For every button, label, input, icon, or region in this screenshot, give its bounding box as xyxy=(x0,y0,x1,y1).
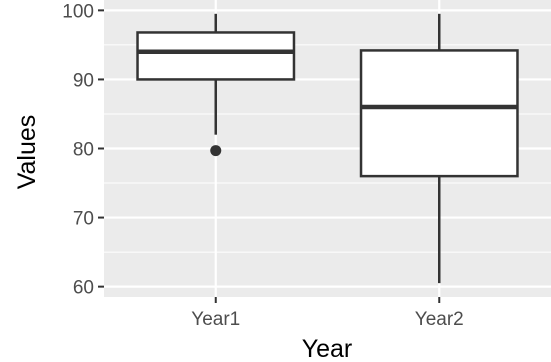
x-tick-label: Year2 xyxy=(415,309,464,330)
outlier-point xyxy=(210,145,222,157)
y-axis: 60 70 80 90 100 xyxy=(62,1,104,299)
y-tick-label: 70 xyxy=(73,209,94,230)
x-axis: Year1 Year2 xyxy=(191,297,464,330)
box-iqr xyxy=(136,31,296,81)
x-axis-title: Year xyxy=(302,335,353,362)
box-year2 xyxy=(359,13,519,284)
y-tick-label: 100 xyxy=(62,1,94,22)
y-tick-label: 90 xyxy=(73,70,94,91)
y-tick-label: 80 xyxy=(73,140,94,161)
y-tick-label: 60 xyxy=(73,278,94,299)
x-tick-label: Year1 xyxy=(191,309,240,330)
y-axis-title: Values xyxy=(13,115,41,190)
boxes xyxy=(136,13,519,284)
box-year1 xyxy=(136,13,296,157)
box-iqr xyxy=(359,49,519,178)
